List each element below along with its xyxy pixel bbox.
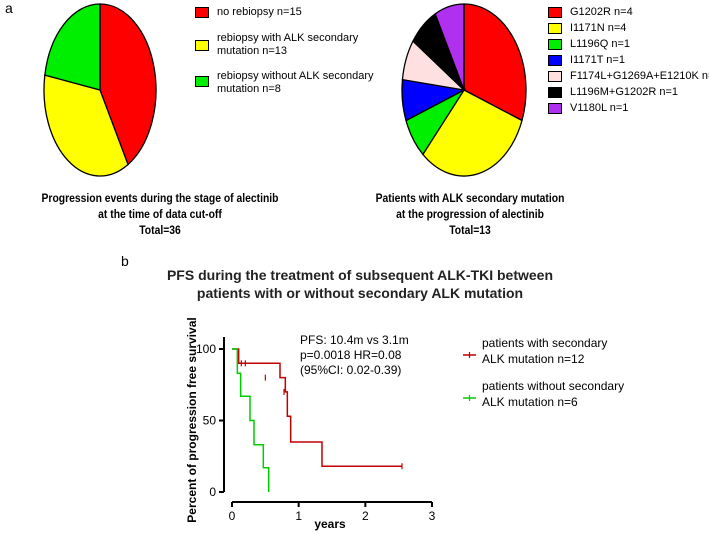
legend-item: I1171N n=4 xyxy=(548,22,708,38)
caption-line: at the progression of alectinib xyxy=(396,209,544,221)
pie-chart-secondary-mutations xyxy=(401,3,527,177)
panel-label-b: b xyxy=(121,253,129,269)
pie-chart-progression-events xyxy=(43,3,157,177)
km-annotation-line: PFS: 10.4m vs 3.1m xyxy=(300,333,409,347)
legend-progression-events: no rebiopsy n=15 rebiopsy with ALK secon… xyxy=(195,6,385,96)
km-annotation-line: (95%CI: 0.02-0.39) xyxy=(300,363,401,377)
x-tick-label: 2 xyxy=(362,509,369,523)
pie-slice xyxy=(99,3,157,166)
caption-line: Total=36 xyxy=(139,225,181,237)
km-survival-chart: 0 50 100 0 1 2 3 Percent of progression free s… xyxy=(185,317,624,531)
legend-swatch xyxy=(548,71,562,82)
legend-label: G1202R n=4 xyxy=(570,6,633,18)
km-title-line: PFS during the treatment of subsequent A… xyxy=(166,267,554,283)
km-legend-label: patients without secondary xyxy=(482,379,624,393)
pie-slice xyxy=(44,3,101,91)
km-legend-label: patients with secondary xyxy=(482,336,607,350)
km-legend-label: ALK mutation n=6 xyxy=(482,395,578,409)
pie-slice xyxy=(43,74,129,177)
caption-line: Progression events during the stage of a… xyxy=(41,193,279,205)
legend-swatch xyxy=(548,55,562,66)
legend-swatch xyxy=(548,7,562,18)
km-title-line: patients with or without secondary ALK m… xyxy=(196,285,524,301)
pie-caption-mutation: Patients with ALK secondary mutation at … xyxy=(335,191,605,239)
legend-item: no rebiopsy n=15 xyxy=(195,6,385,32)
legend-label: I1171N n=4 xyxy=(570,22,627,34)
legend-swatch xyxy=(195,7,209,18)
legend-item: V1180L n=1 xyxy=(548,102,708,118)
legend-secondary-mutations: G1202R n=4 I1171N n=4 L1196Q n=1 I1171T … xyxy=(548,6,709,118)
x-tick-label: 3 xyxy=(429,509,436,523)
km-chart-title: PFS during the treatment of subsequent A… xyxy=(120,266,600,302)
legend-item: rebiopsy with ALK secondary mutation n=1… xyxy=(195,32,385,70)
legend-item: L1196M+G1202R n=1 xyxy=(548,86,708,102)
km-annotation-line: p=0.0018 HR=0.08 xyxy=(300,348,402,362)
legend-item: I1171T n=1 xyxy=(548,54,708,70)
caption-line: at the time of data cut-off xyxy=(98,209,222,221)
legend-swatch xyxy=(195,76,209,87)
legend-label: V1180L n=1 xyxy=(570,102,629,114)
legend-swatch xyxy=(548,103,562,114)
legend-label: rebiopsy without ALK secondary xyxy=(217,70,374,82)
panel-label-a: a xyxy=(5,0,13,16)
legend-label: F1174L+G1269A+E1210K n=1 xyxy=(570,70,709,82)
pie-slice xyxy=(422,89,523,177)
legend-item: G1202R n=4 xyxy=(548,6,708,22)
legend-label: mutation n=8 xyxy=(217,83,281,95)
km-legend-label: ALK mutation n=12 xyxy=(482,352,585,366)
x-tick-label: 1 xyxy=(295,509,302,523)
legend-label: mutation n=13 xyxy=(217,45,288,57)
y-axis-label: Percent of progression free survival xyxy=(185,317,199,522)
legend-label: I1171T n=1 xyxy=(570,54,625,66)
x-axis-label: years xyxy=(314,517,346,531)
legend-label: rebiopsy with ALK secondary xyxy=(217,32,359,44)
caption-line: Total=13 xyxy=(449,225,491,237)
pie-slice xyxy=(463,3,527,122)
legend-label: no rebiopsy n=15 xyxy=(217,6,302,18)
pie-slice xyxy=(434,3,465,91)
legend-swatch xyxy=(195,40,209,51)
legend-item: L1196Q n=1 xyxy=(548,38,708,54)
legend-label: L1196Q n=1 xyxy=(570,38,631,50)
km-curve-without-mutation xyxy=(232,348,270,492)
legend-swatch xyxy=(548,87,562,98)
y-tick-label: 100 xyxy=(196,342,216,356)
pie-caption-progression: Progression events during the stage of a… xyxy=(16,191,304,239)
y-tick-label: 50 xyxy=(203,414,217,428)
legend-swatch xyxy=(548,23,562,34)
y-tick-label: 0 xyxy=(209,485,216,499)
x-tick-label: 0 xyxy=(229,509,236,523)
legend-swatch xyxy=(548,39,562,50)
caption-line: Patients with ALK secondary mutation xyxy=(375,193,565,205)
legend-item: rebiopsy without ALK secondary mutation … xyxy=(195,70,385,96)
legend-item: F1174L+G1269A+E1210K n=1 xyxy=(548,70,709,86)
legend-label: L1196M+G1202R n=1 xyxy=(570,86,679,98)
